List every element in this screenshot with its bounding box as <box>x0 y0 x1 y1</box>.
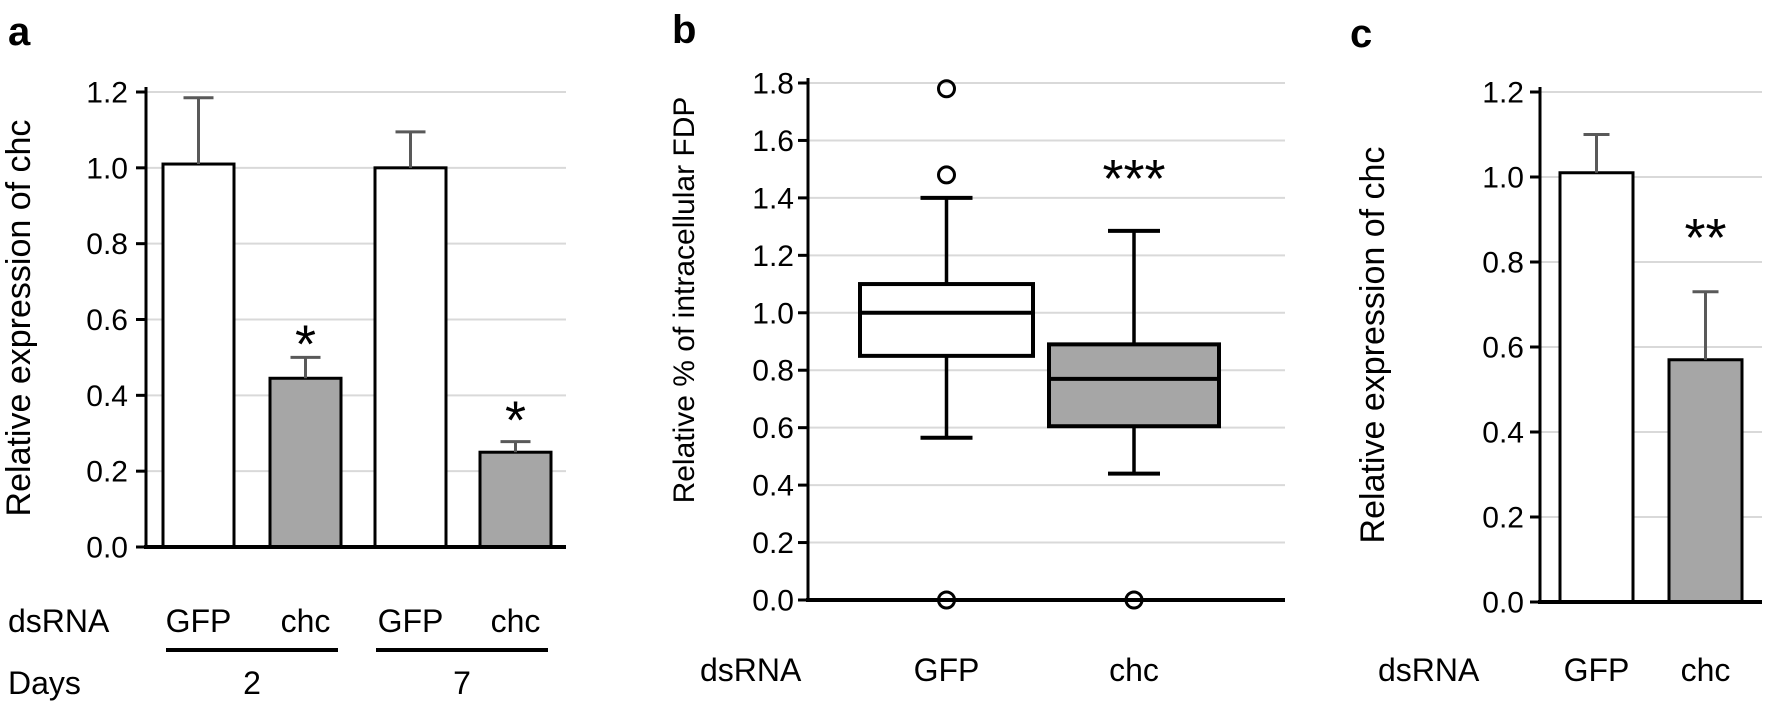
y-tick-label: 0.0 <box>86 532 128 565</box>
y-tick-label: 0.4 <box>1482 417 1524 450</box>
x-axis-row-label: dsRNA <box>8 603 110 639</box>
panel-b-label: b <box>672 8 697 52</box>
panel-a-label: a <box>8 10 31 54</box>
bar-GFP <box>161 162 236 549</box>
significance-marker: *** <box>1102 149 1165 209</box>
bar-chc <box>268 376 343 549</box>
category-label: chc <box>281 603 331 639</box>
y-tick-label: 0.8 <box>752 355 794 388</box>
panel-c-label: c <box>1350 12 1373 56</box>
category-label: GFP <box>378 603 444 639</box>
y-tick-label: 1.2 <box>86 77 128 110</box>
bar-chc <box>1667 358 1744 604</box>
y-tick-label: 1.2 <box>752 240 794 273</box>
y-tick-label: 0.0 <box>1482 587 1524 620</box>
bar-chc <box>478 450 553 549</box>
y-tick-label: 1.4 <box>752 182 794 215</box>
y-tick-label: 1.8 <box>752 68 794 101</box>
outlier-point <box>937 79 956 99</box>
significance-marker: * <box>295 315 316 375</box>
outlier-point <box>937 165 956 185</box>
group-label: 2 <box>243 665 261 701</box>
group-label: 7 <box>453 665 471 701</box>
category-label: GFP <box>166 603 232 639</box>
panel-c-chart: ** 0.0 0.2 0.4 0.6 0.8 1.0 1.2 Relative expressi… <box>1354 77 1762 688</box>
y-tick-label: 0.6 <box>752 412 794 445</box>
y-axis-title: Relative expression of chc <box>1354 147 1392 544</box>
group-row-label: Days <box>8 665 81 701</box>
y-tick-label: 0.2 <box>1482 502 1524 535</box>
category-label: chc <box>491 603 541 639</box>
y-tick-label: 0.6 <box>86 304 128 337</box>
outlier-point <box>937 590 956 610</box>
y-tick-label: 0.8 <box>86 228 128 261</box>
significance-marker: * <box>505 391 526 451</box>
y-tick-label: 0.0 <box>752 585 794 618</box>
significance-marker: ** <box>1684 208 1726 268</box>
panel-b-chart: *** 0.0 0.2 0.4 0.6 0.8 1.0 1.2 1.4 1.6 1.8 Relativ… <box>668 68 1285 688</box>
y-tick-label: 0.8 <box>1482 247 1524 280</box>
y-tick-label: 1.0 <box>1482 162 1524 195</box>
y-tick-label: 0.4 <box>752 470 794 503</box>
y-tick-label: 0.6 <box>1482 332 1524 365</box>
panel-a-chart: * * 0.0 0.2 0.4 0.6 0.8 1.0 1.2 Relative expressi… <box>0 77 566 701</box>
y-tick-label: 1.6 <box>752 125 794 158</box>
y-tick-label: 0.2 <box>86 456 128 489</box>
y-axis-title: Relative % of intracellular FDP <box>668 97 701 504</box>
y-tick-label: 1.0 <box>752 297 794 330</box>
category-label: chc <box>1109 652 1159 688</box>
y-tick-label: 0.2 <box>752 527 794 560</box>
box-chc <box>1047 342 1221 429</box>
outlier-point <box>1124 590 1144 610</box>
x-axis-row-label: dsRNA <box>1378 652 1480 688</box>
y-tick-label: 0.4 <box>86 380 128 413</box>
box-GFP <box>858 282 1035 358</box>
x-axis-row-label: dsRNA <box>700 652 802 688</box>
category-label: GFP <box>1564 652 1630 688</box>
category-label: chc <box>1681 652 1731 688</box>
y-tick-label: 1.0 <box>86 152 128 185</box>
category-label: GFP <box>914 652 980 688</box>
y-axis-title: Relative expression of chc <box>0 120 38 517</box>
bar-GFP <box>373 166 448 549</box>
y-tick-label: 1.2 <box>1482 77 1524 110</box>
bar-GFP <box>1558 171 1635 604</box>
